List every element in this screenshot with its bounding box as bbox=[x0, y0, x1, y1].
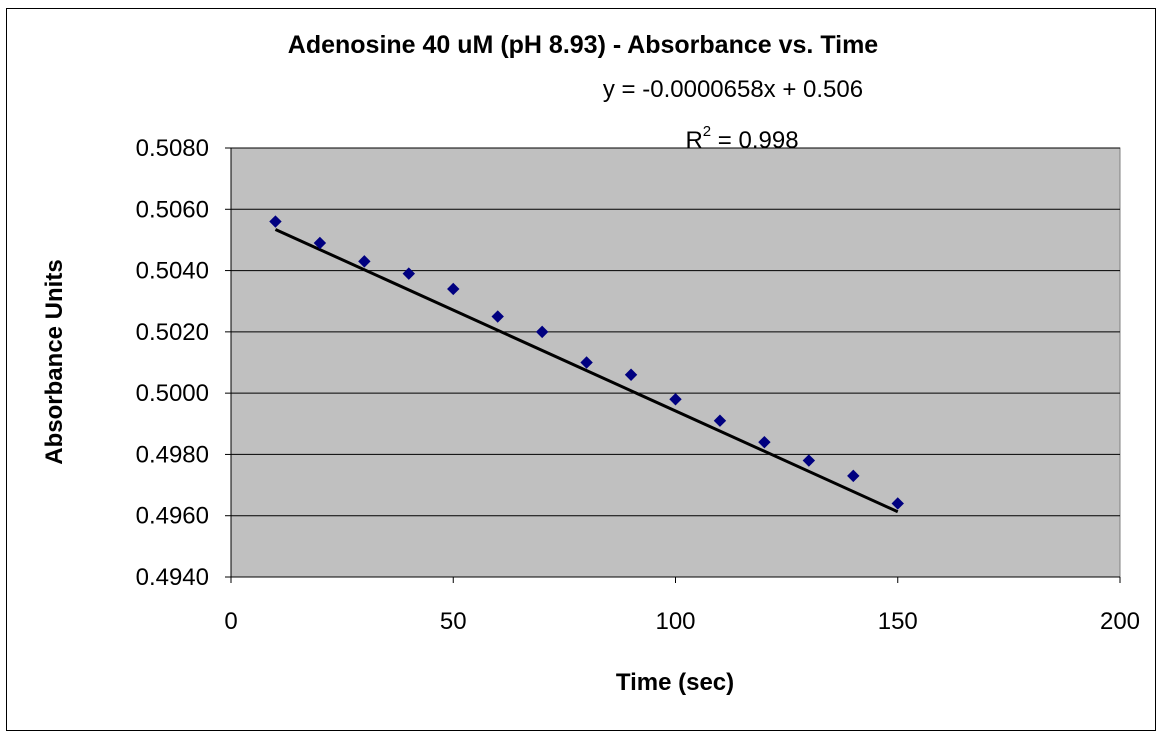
x-tick-label: 50 bbox=[440, 608, 467, 635]
x-axis-title: Time (sec) bbox=[616, 669, 734, 696]
r-squared-label: R2 = 0.998 bbox=[685, 123, 798, 154]
y-tick-label: 0.4960 bbox=[136, 503, 209, 530]
data-point bbox=[535, 325, 549, 339]
y-tick-label: 0.5020 bbox=[136, 319, 209, 346]
y-tick-label: 0.5060 bbox=[136, 196, 209, 223]
y-tick-label: 0.5000 bbox=[136, 380, 209, 407]
r-squared-symbol: R bbox=[685, 127, 702, 154]
y-axis-title: Absorbance Units bbox=[41, 259, 68, 464]
axes: 0.4940 0.4960 0.4980 0.5000 0.5020 0.5040 0.50… bbox=[136, 135, 1140, 635]
y-tick-label: 0.4980 bbox=[136, 441, 209, 468]
x-tick-label: 150 bbox=[878, 608, 918, 635]
data-point bbox=[891, 497, 904, 510]
data-points bbox=[269, 215, 904, 510]
trendline-layer bbox=[274, 228, 899, 514]
data-point bbox=[358, 255, 371, 268]
trendline bbox=[274, 228, 899, 514]
data-point bbox=[491, 310, 504, 323]
y-tick-label: 0.5080 bbox=[136, 135, 209, 162]
data-point bbox=[269, 215, 282, 228]
data-point bbox=[447, 282, 460, 296]
data-point bbox=[847, 469, 860, 483]
data-point bbox=[713, 414, 727, 427]
r-squared-exponent: 2 bbox=[703, 123, 711, 140]
gridlines bbox=[231, 147, 1120, 517]
x-tick-label: 200 bbox=[1100, 608, 1140, 635]
data-point bbox=[669, 393, 682, 406]
data-point bbox=[580, 356, 593, 369]
y-tick-label: 0.5040 bbox=[136, 258, 209, 285]
data-point bbox=[802, 454, 816, 467]
x-tick-label: 0 bbox=[224, 608, 237, 635]
data-point bbox=[402, 267, 416, 280]
y-tick-label: 0.4940 bbox=[136, 564, 209, 591]
r-squared-value: = 0.998 bbox=[711, 127, 798, 154]
trendline-equation: y = -0.0000658x + 0.506 bbox=[603, 76, 863, 103]
plot-area bbox=[230, 147, 1121, 578]
x-tick-label: 100 bbox=[655, 608, 695, 635]
data-point bbox=[758, 435, 771, 449]
data-point bbox=[313, 236, 327, 250]
chart-title: Adenosine 40 uM (pH 8.93) - Absorbance v… bbox=[288, 31, 879, 59]
data-point bbox=[624, 368, 638, 381]
